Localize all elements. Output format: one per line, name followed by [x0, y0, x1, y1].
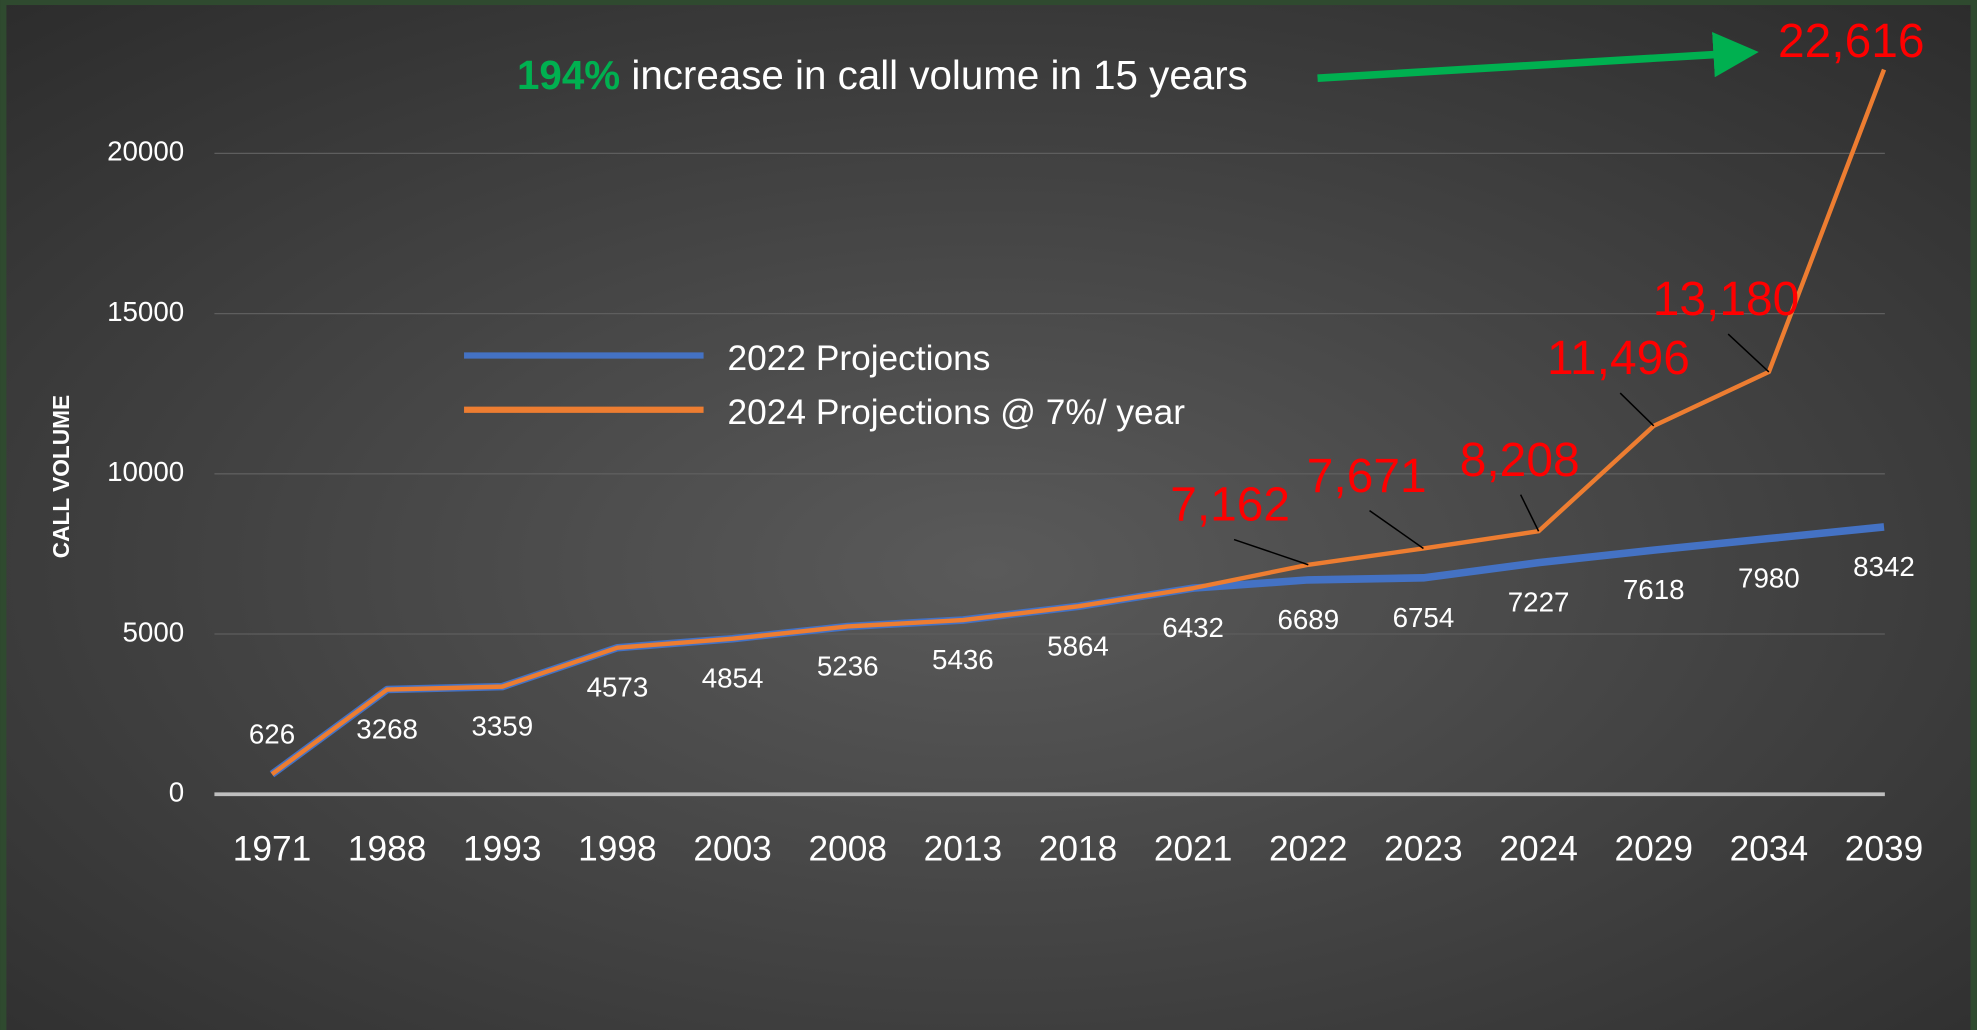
data-label: 4854 — [702, 663, 764, 694]
x-tick-label: 1998 — [578, 829, 656, 868]
annotation-text: increase in call volume in 15 years — [631, 52, 1247, 98]
background — [6, 5, 1971, 1030]
x-tick-label: 2013 — [924, 829, 1002, 868]
legend-label: 2024 Projections @ 7%/ year — [728, 393, 1186, 432]
data-label: 626 — [249, 719, 295, 750]
data-label: 4573 — [587, 672, 649, 703]
x-tick-label: 2003 — [693, 829, 772, 868]
data-label: 5436 — [932, 644, 994, 675]
data-label: 5236 — [817, 650, 879, 681]
annotation-arrow — [1317, 32, 1759, 82]
leader-line — [1233, 538, 1309, 566]
series-line — [270, 68, 1887, 776]
y-tick-label: 15000 — [107, 296, 184, 327]
data-label: 3268 — [356, 713, 418, 744]
data-label: 7227 — [1508, 587, 1570, 618]
y-tick-label: 5000 — [122, 616, 184, 647]
data-label: 13,180 — [1653, 273, 1799, 326]
data-label: 3359 — [471, 711, 533, 742]
data-label: 7618 — [1623, 574, 1685, 605]
x-tick-label: 2039 — [1845, 829, 1924, 868]
data-label: 7,162 — [1170, 479, 1290, 532]
leader-line — [1369, 510, 1424, 550]
data-label: 22,616 — [1778, 15, 1924, 68]
data-label: 5864 — [1047, 630, 1109, 661]
x-tick-label: 2021 — [1154, 829, 1232, 868]
data-label: 6689 — [1277, 604, 1339, 635]
leader-line — [1619, 392, 1655, 427]
x-tick-label: 1988 — [348, 829, 427, 868]
annotation: 194% increase in call volume in 15 years — [517, 52, 1248, 98]
y-tick-label: 10000 — [107, 456, 184, 487]
x-tick-label: 2023 — [1384, 829, 1463, 868]
y-axis-title: CALL VOLUME — [48, 395, 74, 558]
data-label: 6432 — [1162, 612, 1224, 643]
y-tick-label: 0 — [169, 777, 184, 808]
annotation-highlight: 194% — [517, 52, 620, 98]
y-tick-label: 20000 — [107, 136, 184, 167]
data-label: 7,671 — [1307, 450, 1427, 503]
x-tick-label: 2024 — [1499, 829, 1578, 868]
data-label: 11,496 — [1547, 332, 1690, 385]
x-tick-label: 1971 — [233, 829, 312, 868]
data-label: 8342 — [1853, 551, 1915, 582]
x-tick-label: 1993 — [463, 829, 542, 868]
legend-label: 2022 Projections — [728, 339, 991, 378]
data-label: 6754 — [1393, 602, 1455, 633]
x-tick-label: 2018 — [1039, 829, 1118, 868]
x-tick-label: 2029 — [1614, 829, 1693, 868]
data-label: 8,208 — [1460, 434, 1580, 487]
x-tick-label: 2008 — [808, 829, 887, 868]
leader-line — [1727, 333, 1770, 373]
x-tick-label: 2022 — [1269, 829, 1348, 868]
data-label: 7980 — [1738, 562, 1800, 593]
leader-line — [1519, 494, 1540, 532]
x-tick-label: 2034 — [1730, 829, 1809, 868]
